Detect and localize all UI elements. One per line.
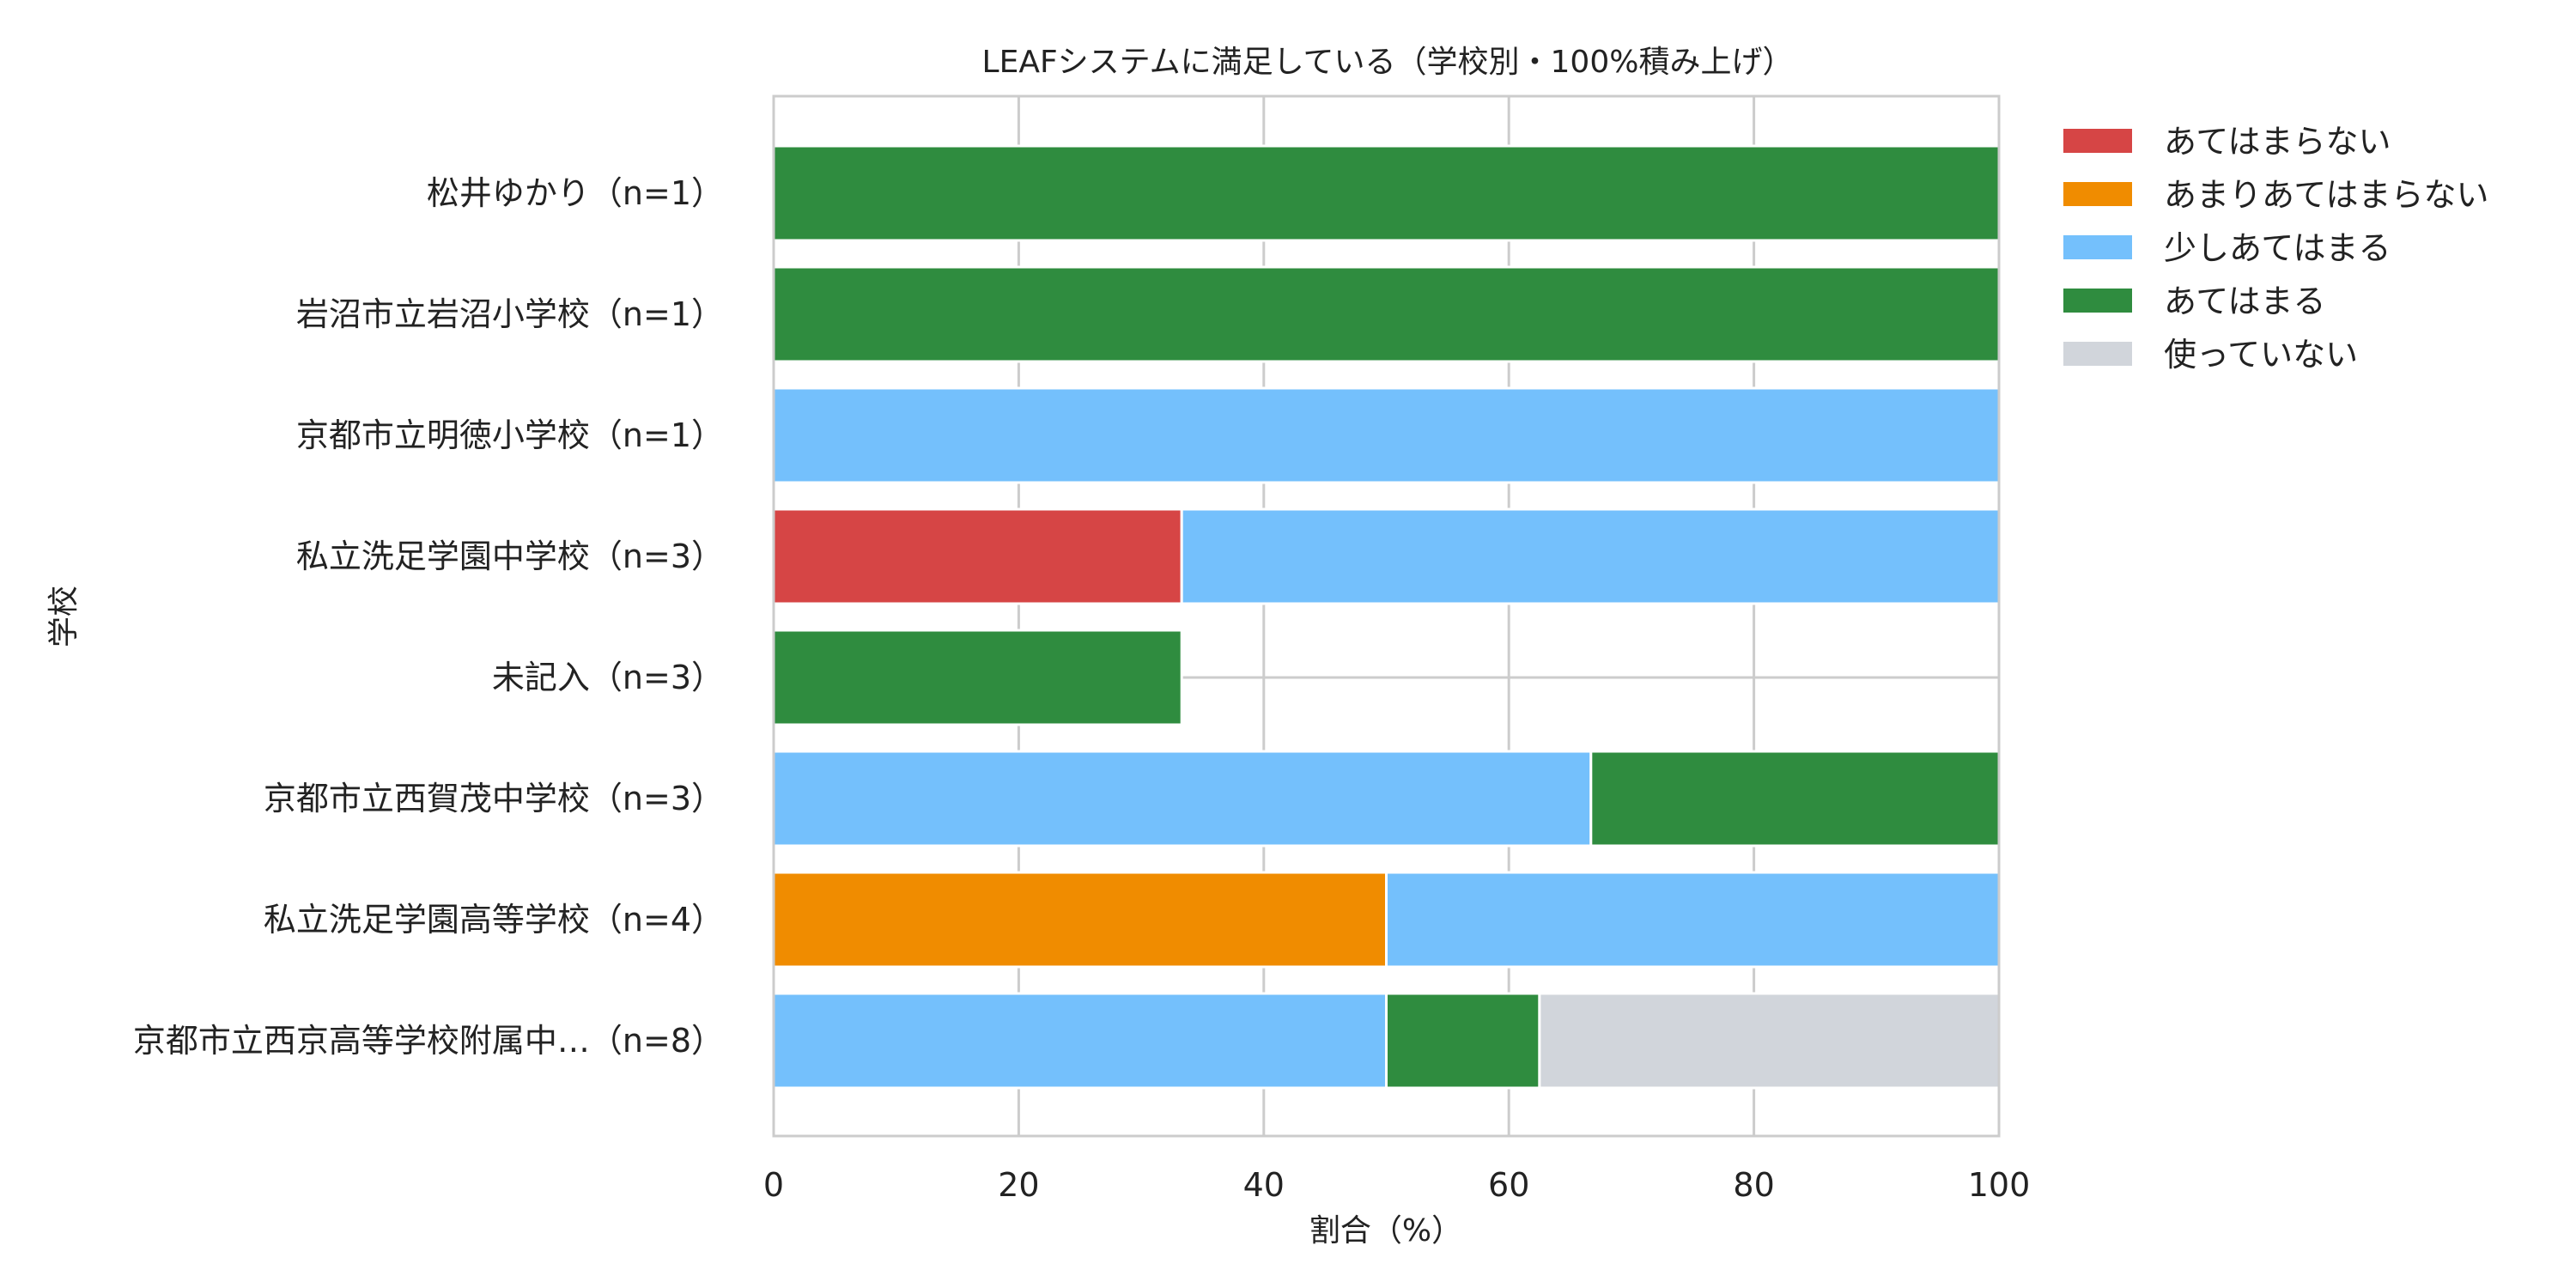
y-tick-label: 岩沼市立岩沼小学校（n=1） — [296, 295, 724, 333]
bar-segment — [1589, 750, 2001, 848]
y-tick-label: 京都市立西京高等学校附属中…（n=8） — [133, 1022, 724, 1060]
legend-swatch — [2063, 235, 2132, 259]
y-tick-label: 京都市立明徳小学校（n=1） — [296, 416, 724, 454]
bar-segment — [1180, 507, 2001, 605]
plot-frame — [772, 94, 2001, 1138]
bar-segment — [1385, 871, 2001, 969]
x-tick-label: 40 — [1243, 1166, 1285, 1204]
legend-label: あてはまる — [2164, 283, 2325, 320]
legend-swatch — [2063, 289, 2132, 313]
bar-segment — [1538, 992, 2001, 1090]
legend-label: あてはまらない — [2164, 123, 2391, 161]
bar-segment — [772, 144, 2001, 242]
bar-segment — [772, 386, 2001, 484]
x-tick-label: 0 — [763, 1166, 784, 1204]
x-tick-labels: 0 20 40 60 80 100 — [763, 1166, 2030, 1204]
bar-segment — [772, 629, 1183, 726]
y-tick-label: 京都市立西賀茂中学校（n=3） — [264, 780, 724, 817]
chart-title: LEAFシステムに満足している（学校別・100%積み上げ） — [982, 45, 1794, 80]
bar-segment — [1385, 992, 1541, 1090]
bar-segment — [772, 750, 1593, 848]
y-tick-label: 私立洗足学園高等学校（n=4） — [264, 901, 724, 939]
y-tick-label: 私立洗足学園中学校（n=3） — [296, 538, 724, 575]
legend-swatch — [2063, 342, 2132, 366]
y-axis-label: 学校 — [46, 586, 82, 647]
x-tick-label: 80 — [1733, 1166, 1774, 1204]
bars — [772, 144, 2001, 1090]
legend-label: あまりあてはまらない — [2164, 176, 2488, 214]
x-tick-label: 60 — [1488, 1166, 1529, 1204]
legend-label: 少しあてはまる — [2164, 229, 2391, 267]
y-tick-label: 松井ゆかり（n=1） — [427, 174, 724, 212]
legend-label: 使っていない — [2164, 336, 2358, 374]
bar-segment — [772, 871, 1388, 969]
bar-segment — [772, 265, 2001, 363]
legend-swatch — [2063, 129, 2132, 153]
y-tick-labels: 松井ゆかり（n=1） 岩沼市立岩沼小学校（n=1） 京都市立明徳小学校（n=1） 私立… — [133, 174, 724, 1060]
x-tick-label: 100 — [1968, 1166, 2031, 1204]
bar-segment — [772, 507, 1183, 605]
bar-segment — [772, 992, 1388, 1090]
y-tick-label: 未記入（n=3） — [492, 659, 724, 696]
legend-swatch — [2063, 182, 2132, 206]
x-axis-label: 割合（%） — [1309, 1213, 1462, 1249]
grid-lines — [772, 96, 2001, 1136]
x-tick-label: 20 — [998, 1166, 1039, 1204]
